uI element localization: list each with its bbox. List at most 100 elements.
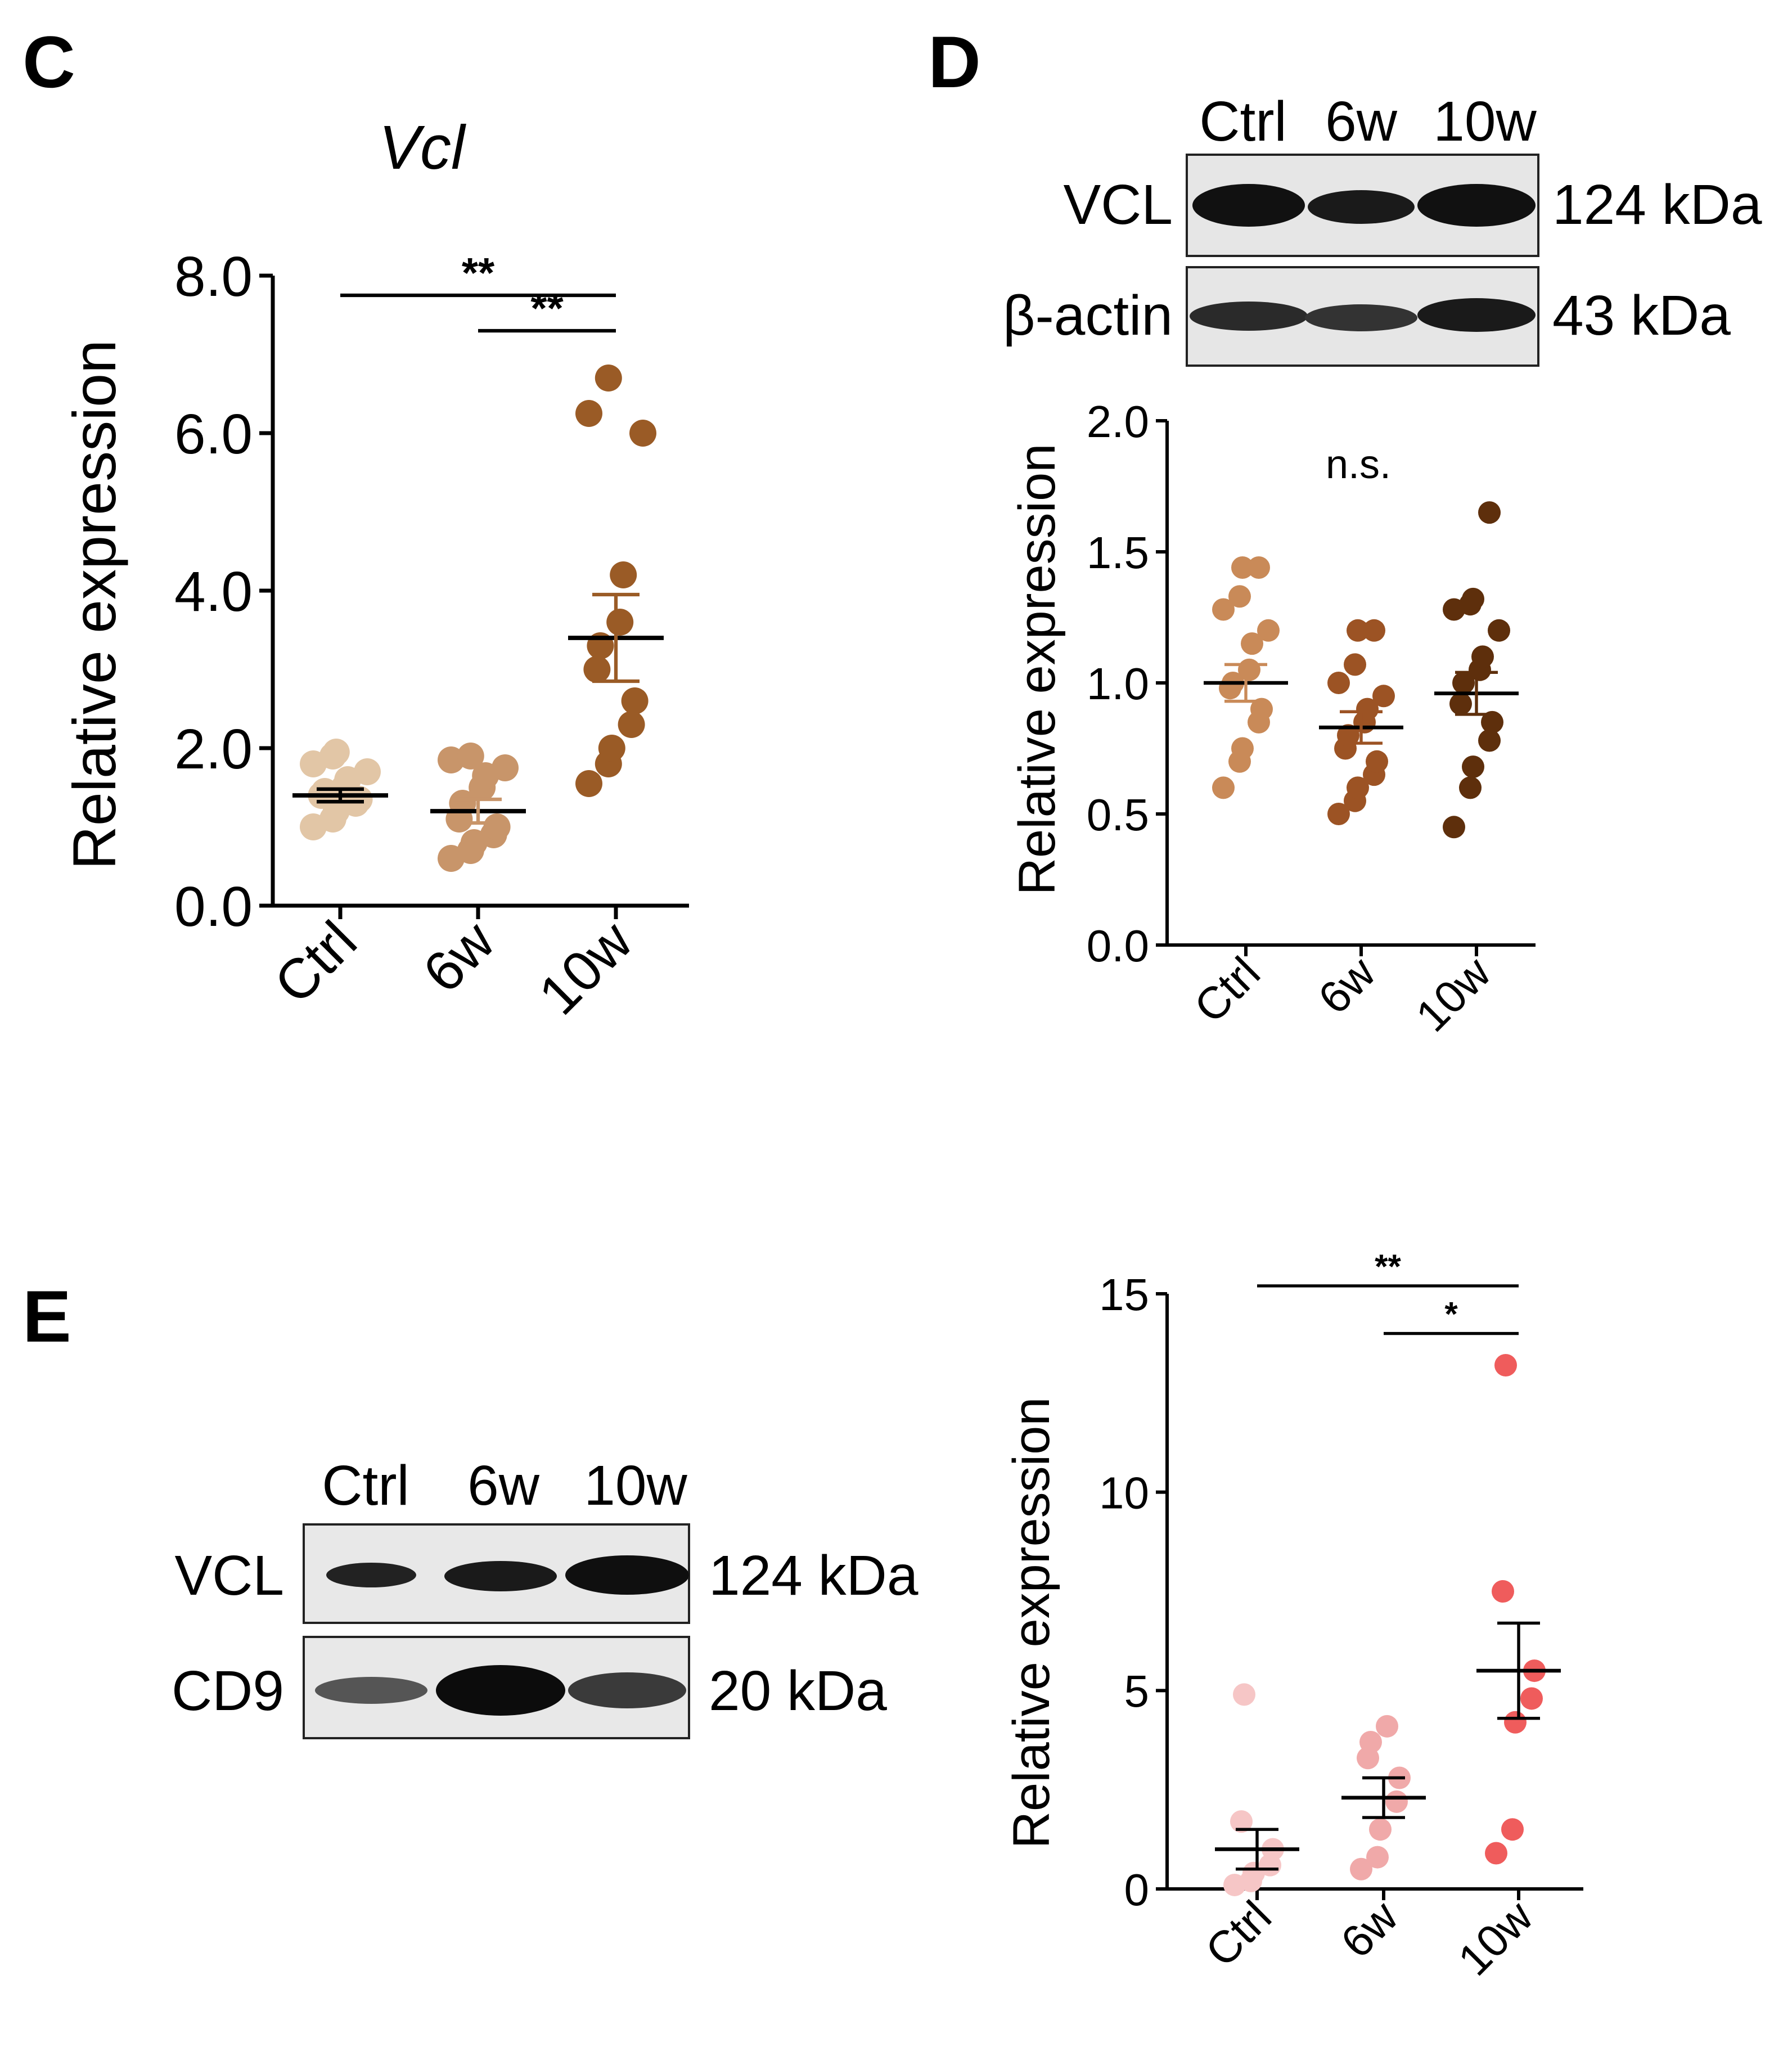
data-point — [1363, 619, 1385, 642]
data-point — [1230, 1810, 1253, 1833]
significance-stars: * — [1444, 1295, 1458, 1333]
data-point — [1376, 1715, 1398, 1738]
data-point — [1385, 1790, 1408, 1813]
y-tick-label: 1.0 — [1087, 659, 1149, 709]
chart-d-mean-sem — [1204, 663, 1519, 745]
data-point — [1372, 685, 1395, 708]
data-point — [1228, 585, 1251, 608]
blot-e-cd9-label: CD9 — [172, 1659, 284, 1722]
blot-e-lane-10w: 10w — [584, 1454, 687, 1517]
y-tick-label: 0 — [1124, 1865, 1150, 1915]
blot-e-vcl-band-10w — [565, 1555, 689, 1595]
data-point — [1231, 556, 1254, 579]
significance-stars: ** — [1375, 1248, 1401, 1285]
data-point — [598, 735, 625, 762]
blot-d: Ctrl 6w 10w VCL 124 kDa β-actin 43 kDa — [1003, 90, 1762, 367]
data-point — [1452, 672, 1475, 694]
data-point — [1369, 1818, 1392, 1841]
data-point — [1501, 1818, 1524, 1841]
blot-d-vcl-size: 124 kDa — [1552, 173, 1762, 236]
data-point — [1459, 776, 1482, 799]
blot-d-actin-size: 43 kDa — [1552, 284, 1731, 347]
blot-e-lane-ctrl: Ctrl — [322, 1454, 409, 1517]
significance-stars: ** — [530, 285, 564, 332]
data-point — [1520, 1687, 1543, 1710]
blot-d-actin-band-6w — [1305, 304, 1417, 331]
chart-c-axes — [271, 276, 689, 908]
data-point — [1212, 776, 1235, 799]
blot-e-vcl-band-ctrl — [326, 1563, 416, 1587]
chart-c: Vcl Relative expression 0.02.04.06.08.0 … — [60, 113, 689, 1027]
chart-c-ylabel: Relative expression — [60, 340, 128, 870]
y-tick-label: 6.0 — [174, 403, 253, 466]
y-tick-label: 15 — [1099, 1270, 1149, 1320]
data-point — [1443, 816, 1465, 839]
chart-c-yticks: 0.0 2.0 4.0 6.0 8.0 — [174, 245, 273, 938]
blot-e: Ctrl 6w 10w VCL 124 kDa CD9 20 kDa — [172, 1454, 918, 1739]
chart-e-mean-sem — [1215, 1621, 1561, 1871]
x-tick-label: Ctrl — [1196, 1891, 1281, 1976]
blot-d-vcl-band-10w — [1417, 184, 1536, 227]
data-point — [1492, 1580, 1514, 1603]
blot-d-actin-band-10w — [1417, 298, 1536, 332]
x-tick-label: Ctrl — [1185, 947, 1269, 1032]
data-point — [1488, 619, 1510, 642]
data-point — [1231, 737, 1254, 760]
data-point — [629, 420, 656, 447]
y-tick-label: 0.5 — [1087, 790, 1149, 840]
data-point — [1485, 1842, 1507, 1865]
y-tick-label: 0.0 — [1087, 921, 1149, 971]
data-point — [1347, 619, 1369, 642]
data-point — [1471, 645, 1494, 668]
chart-e-significance: *** — [1257, 1248, 1519, 1335]
data-point — [322, 739, 350, 766]
y-tick-label: 2.0 — [174, 718, 253, 781]
y-tick-label: 8.0 — [174, 245, 253, 308]
chart-e-points — [1223, 1353, 1546, 1896]
chart-e-yticks: 0 5 10 15 — [1099, 1270, 1167, 1915]
data-point — [583, 656, 611, 683]
blot-e-cd9-band-6w — [436, 1665, 565, 1716]
chart-c-mean-sem — [292, 592, 664, 825]
blot-d-lane-6w: 6w — [1325, 90, 1398, 153]
data-point — [1359, 1731, 1382, 1754]
y-tick-label: 0.0 — [174, 875, 253, 938]
x-tick-label: 6w — [1331, 1891, 1407, 1967]
data-point — [1481, 710, 1503, 734]
panel-letter-e: E — [22, 1275, 71, 1357]
blot-e-cd9-size: 20 kDa — [709, 1659, 887, 1722]
data-point — [1494, 1353, 1517, 1376]
blot-d-actin-band-ctrl — [1190, 302, 1308, 331]
x-tick-label: Ctrl — [262, 909, 368, 1015]
chart-d-annotation: n.s. — [1326, 442, 1391, 487]
data-point — [606, 609, 634, 636]
data-point — [1250, 698, 1273, 721]
panel-letter-d: D — [928, 21, 981, 103]
y-tick-label: 1.5 — [1087, 528, 1149, 578]
data-point — [575, 400, 602, 427]
data-point — [1241, 632, 1263, 655]
y-tick-label: 10 — [1099, 1468, 1149, 1518]
data-point — [1366, 1846, 1389, 1869]
data-point — [1449, 692, 1472, 716]
blot-e-cd9-band-ctrl — [315, 1677, 427, 1704]
significance-stars: ** — [462, 249, 495, 296]
data-point — [1504, 1711, 1527, 1734]
data-point — [492, 754, 519, 781]
x-tick-label: 6w — [411, 909, 507, 1005]
data-point — [610, 561, 637, 588]
data-point — [1257, 619, 1280, 642]
chart-d-yticks: 0.0 0.5 1.0 1.5 2.0 — [1087, 397, 1167, 971]
x-tick-label: 6w — [1309, 947, 1385, 1023]
data-point — [575, 770, 602, 797]
chart-e-axes — [1165, 1294, 1583, 1891]
data-point — [1344, 653, 1366, 676]
blot-d-actin-label: β-actin — [1003, 284, 1173, 347]
data-point — [354, 758, 381, 785]
data-point — [1478, 501, 1501, 524]
data-point — [1212, 598, 1235, 621]
data-point — [1350, 1857, 1372, 1880]
data-point — [483, 813, 511, 840]
chart-d-points — [1212, 501, 1510, 839]
